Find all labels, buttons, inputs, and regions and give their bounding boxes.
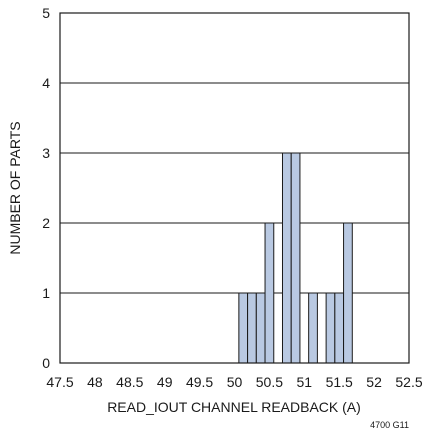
x-tick-label-1: 48 (87, 374, 103, 390)
figure-id: 4700 G11 (370, 420, 409, 430)
x-tick-label-3: 49 (157, 374, 173, 390)
y-axis-label: NUMBER OF PARTS (7, 121, 23, 254)
y-tick-label-5: 5 (42, 5, 50, 21)
bar-2 (255, 292, 266, 364)
x-axis-label: READ_IOUT CHANNEL READBACK (A) (107, 399, 361, 415)
y-tick-label-1: 1 (42, 285, 50, 301)
y-tick-label-2: 2 (42, 215, 50, 231)
x-tick-label-10: 52.5 (395, 374, 422, 390)
bar-3 (264, 222, 275, 364)
bars (238, 152, 353, 364)
bar-0 (238, 292, 249, 364)
plot-frame (59, 12, 410, 364)
x-tick-label-6: 50.5 (256, 374, 283, 390)
bar-6 (308, 292, 318, 364)
x-tick-labels: 47.5 48 48.5 49 49.5 50 50.5 51 51.5 52 52.5 (46, 374, 422, 390)
gridlines (60, 82, 409, 294)
x-tick-label-5: 50 (227, 374, 243, 390)
x-tick-label-0: 47.5 (46, 374, 73, 390)
y-tick-label-4: 4 (42, 75, 50, 91)
bar-9 (343, 222, 353, 364)
bar-7 (325, 292, 336, 364)
bar-8 (334, 292, 345, 364)
x-tick-label-7: 51 (297, 374, 313, 390)
x-tick-label-9: 52 (366, 374, 382, 390)
y-tick-label-3: 3 (42, 145, 50, 161)
y-tick-labels: 0 1 2 3 4 5 (42, 5, 50, 371)
x-tick-label-2: 48.5 (116, 374, 143, 390)
y-tick-label-0: 0 (42, 355, 50, 371)
x-tick-label-8: 51.5 (326, 374, 353, 390)
bar-4 (281, 152, 292, 364)
bar-1 (247, 292, 257, 364)
x-tick-label-4: 49.5 (186, 374, 213, 390)
bar-5 (290, 152, 301, 364)
